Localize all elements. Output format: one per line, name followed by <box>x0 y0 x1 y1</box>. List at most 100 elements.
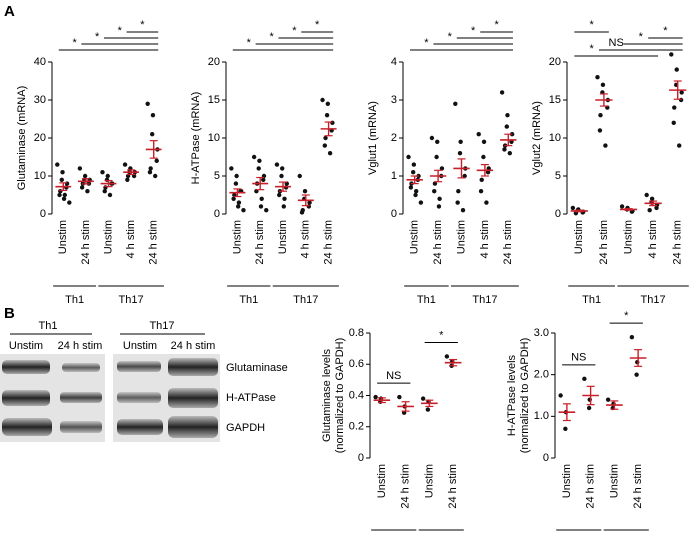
group-label: Th1 <box>417 294 436 306</box>
data-point <box>425 407 431 412</box>
significance-label: * <box>663 25 668 37</box>
data-point <box>153 173 158 179</box>
data-point <box>307 200 312 205</box>
x-tick-label: 4 h stim <box>125 220 137 259</box>
data-point <box>62 192 67 198</box>
blot: Th1 Th17 Unstim 24 h stim Unstim 24 h st… <box>0 320 288 442</box>
significance-label: * <box>471 25 476 37</box>
data-point <box>457 151 463 156</box>
group-label: Th17 <box>641 294 666 306</box>
data-point <box>125 177 130 182</box>
significance-label: * <box>448 31 453 43</box>
x-tick-label: 4 h stim <box>647 220 659 259</box>
data-point <box>256 166 261 171</box>
data-point <box>654 205 659 211</box>
group-label: Th17 <box>293 294 318 306</box>
x-tick-label: Unstim <box>608 464 620 498</box>
blot-lane: 24 h stim <box>171 340 216 352</box>
x-tick-label: 4 h stim <box>300 220 312 259</box>
significance-label: * <box>639 31 644 43</box>
data-point <box>397 394 402 400</box>
data-point <box>432 181 438 186</box>
y-tick-label: 0.4 <box>349 389 364 401</box>
data-point <box>484 200 489 205</box>
data-point <box>150 132 155 137</box>
significance-label: * <box>118 25 123 37</box>
x-tick-label: Unstim <box>455 220 467 254</box>
y-tick-label: 1.0 <box>534 410 549 422</box>
y-axis-label: Glutaminase (mRNA) <box>16 86 28 191</box>
significance-label: * <box>494 19 499 31</box>
y-tick-label: 2 <box>391 132 397 144</box>
data-point <box>570 205 576 211</box>
significance-label: * <box>140 19 145 31</box>
data-point <box>669 52 674 57</box>
data-point <box>60 170 65 175</box>
blot-group: Th17 <box>149 320 174 332</box>
blot-band <box>2 360 50 374</box>
data-point <box>251 154 257 160</box>
y-tick-label: 5 <box>555 170 561 182</box>
data-point <box>429 135 435 141</box>
x-tick-label: Unstim <box>102 220 114 254</box>
data-point <box>297 173 302 179</box>
y-tick-label: 15 <box>549 94 561 106</box>
data-point <box>563 426 568 432</box>
x-tick-label: Unstim <box>277 220 289 254</box>
x-tick-label: Unstim <box>409 220 421 254</box>
data-point <box>277 192 282 198</box>
data-point <box>55 162 60 167</box>
y-tick-label: 20 <box>549 56 561 68</box>
data-point <box>322 143 328 148</box>
significance-label: * <box>292 25 297 37</box>
data-point <box>605 397 611 402</box>
data-point <box>281 204 286 209</box>
data-point <box>678 97 684 103</box>
significance-label: * <box>315 19 320 31</box>
x-tick-label: 24 h stim <box>432 220 444 265</box>
x-tick-label: 24 h stim <box>323 220 335 265</box>
data-point <box>259 196 264 201</box>
blot-band <box>117 392 161 403</box>
x-tick-label: 24 h stim <box>447 464 459 509</box>
data-point <box>603 143 608 148</box>
significance-label: NS <box>609 37 624 49</box>
data-point <box>302 189 308 194</box>
blot-band <box>60 392 102 403</box>
data-point <box>436 204 442 209</box>
data-point <box>456 189 461 194</box>
data-point <box>499 90 505 95</box>
y-axis-label: H-ATPase (mRNA) <box>190 92 202 185</box>
y-tick-label: 2.0 <box>534 369 549 381</box>
data-point <box>411 162 417 167</box>
data-point <box>414 189 419 194</box>
y-tick-label: 0 <box>40 208 46 220</box>
y-axis-label: Vglut1 (mRNA) <box>367 101 379 175</box>
y-tick-label: 0 <box>358 452 364 464</box>
blot-band <box>168 416 218 438</box>
x-tick-label: Unstim <box>57 220 69 254</box>
data-point <box>476 132 481 137</box>
data-point <box>61 196 67 201</box>
x-tick-label: Unstim <box>376 464 388 498</box>
y-axis-label: Vglut2 (mRNA) <box>531 101 543 175</box>
data-point <box>79 185 85 190</box>
y-axis-label: Glutaminase levels <box>321 349 333 442</box>
data-point <box>504 124 509 129</box>
y-tick-label: 0.8 <box>349 327 364 339</box>
data-point <box>257 158 262 163</box>
blot-band <box>2 390 50 406</box>
y-tick-label: 4 <box>391 56 397 68</box>
significance-label: * <box>424 37 429 49</box>
x-tick-label: Unstim <box>622 220 634 254</box>
y-tick-label: 40 <box>34 56 46 68</box>
x-tick-label: 24 h stim <box>400 464 412 509</box>
data-point <box>264 208 269 213</box>
blot-group: Th1 <box>39 320 58 332</box>
data-point <box>408 185 414 190</box>
data-point <box>647 208 652 213</box>
significance-label: NS <box>386 370 401 382</box>
blot-band <box>168 388 218 408</box>
group-label: Th1 <box>582 294 601 306</box>
